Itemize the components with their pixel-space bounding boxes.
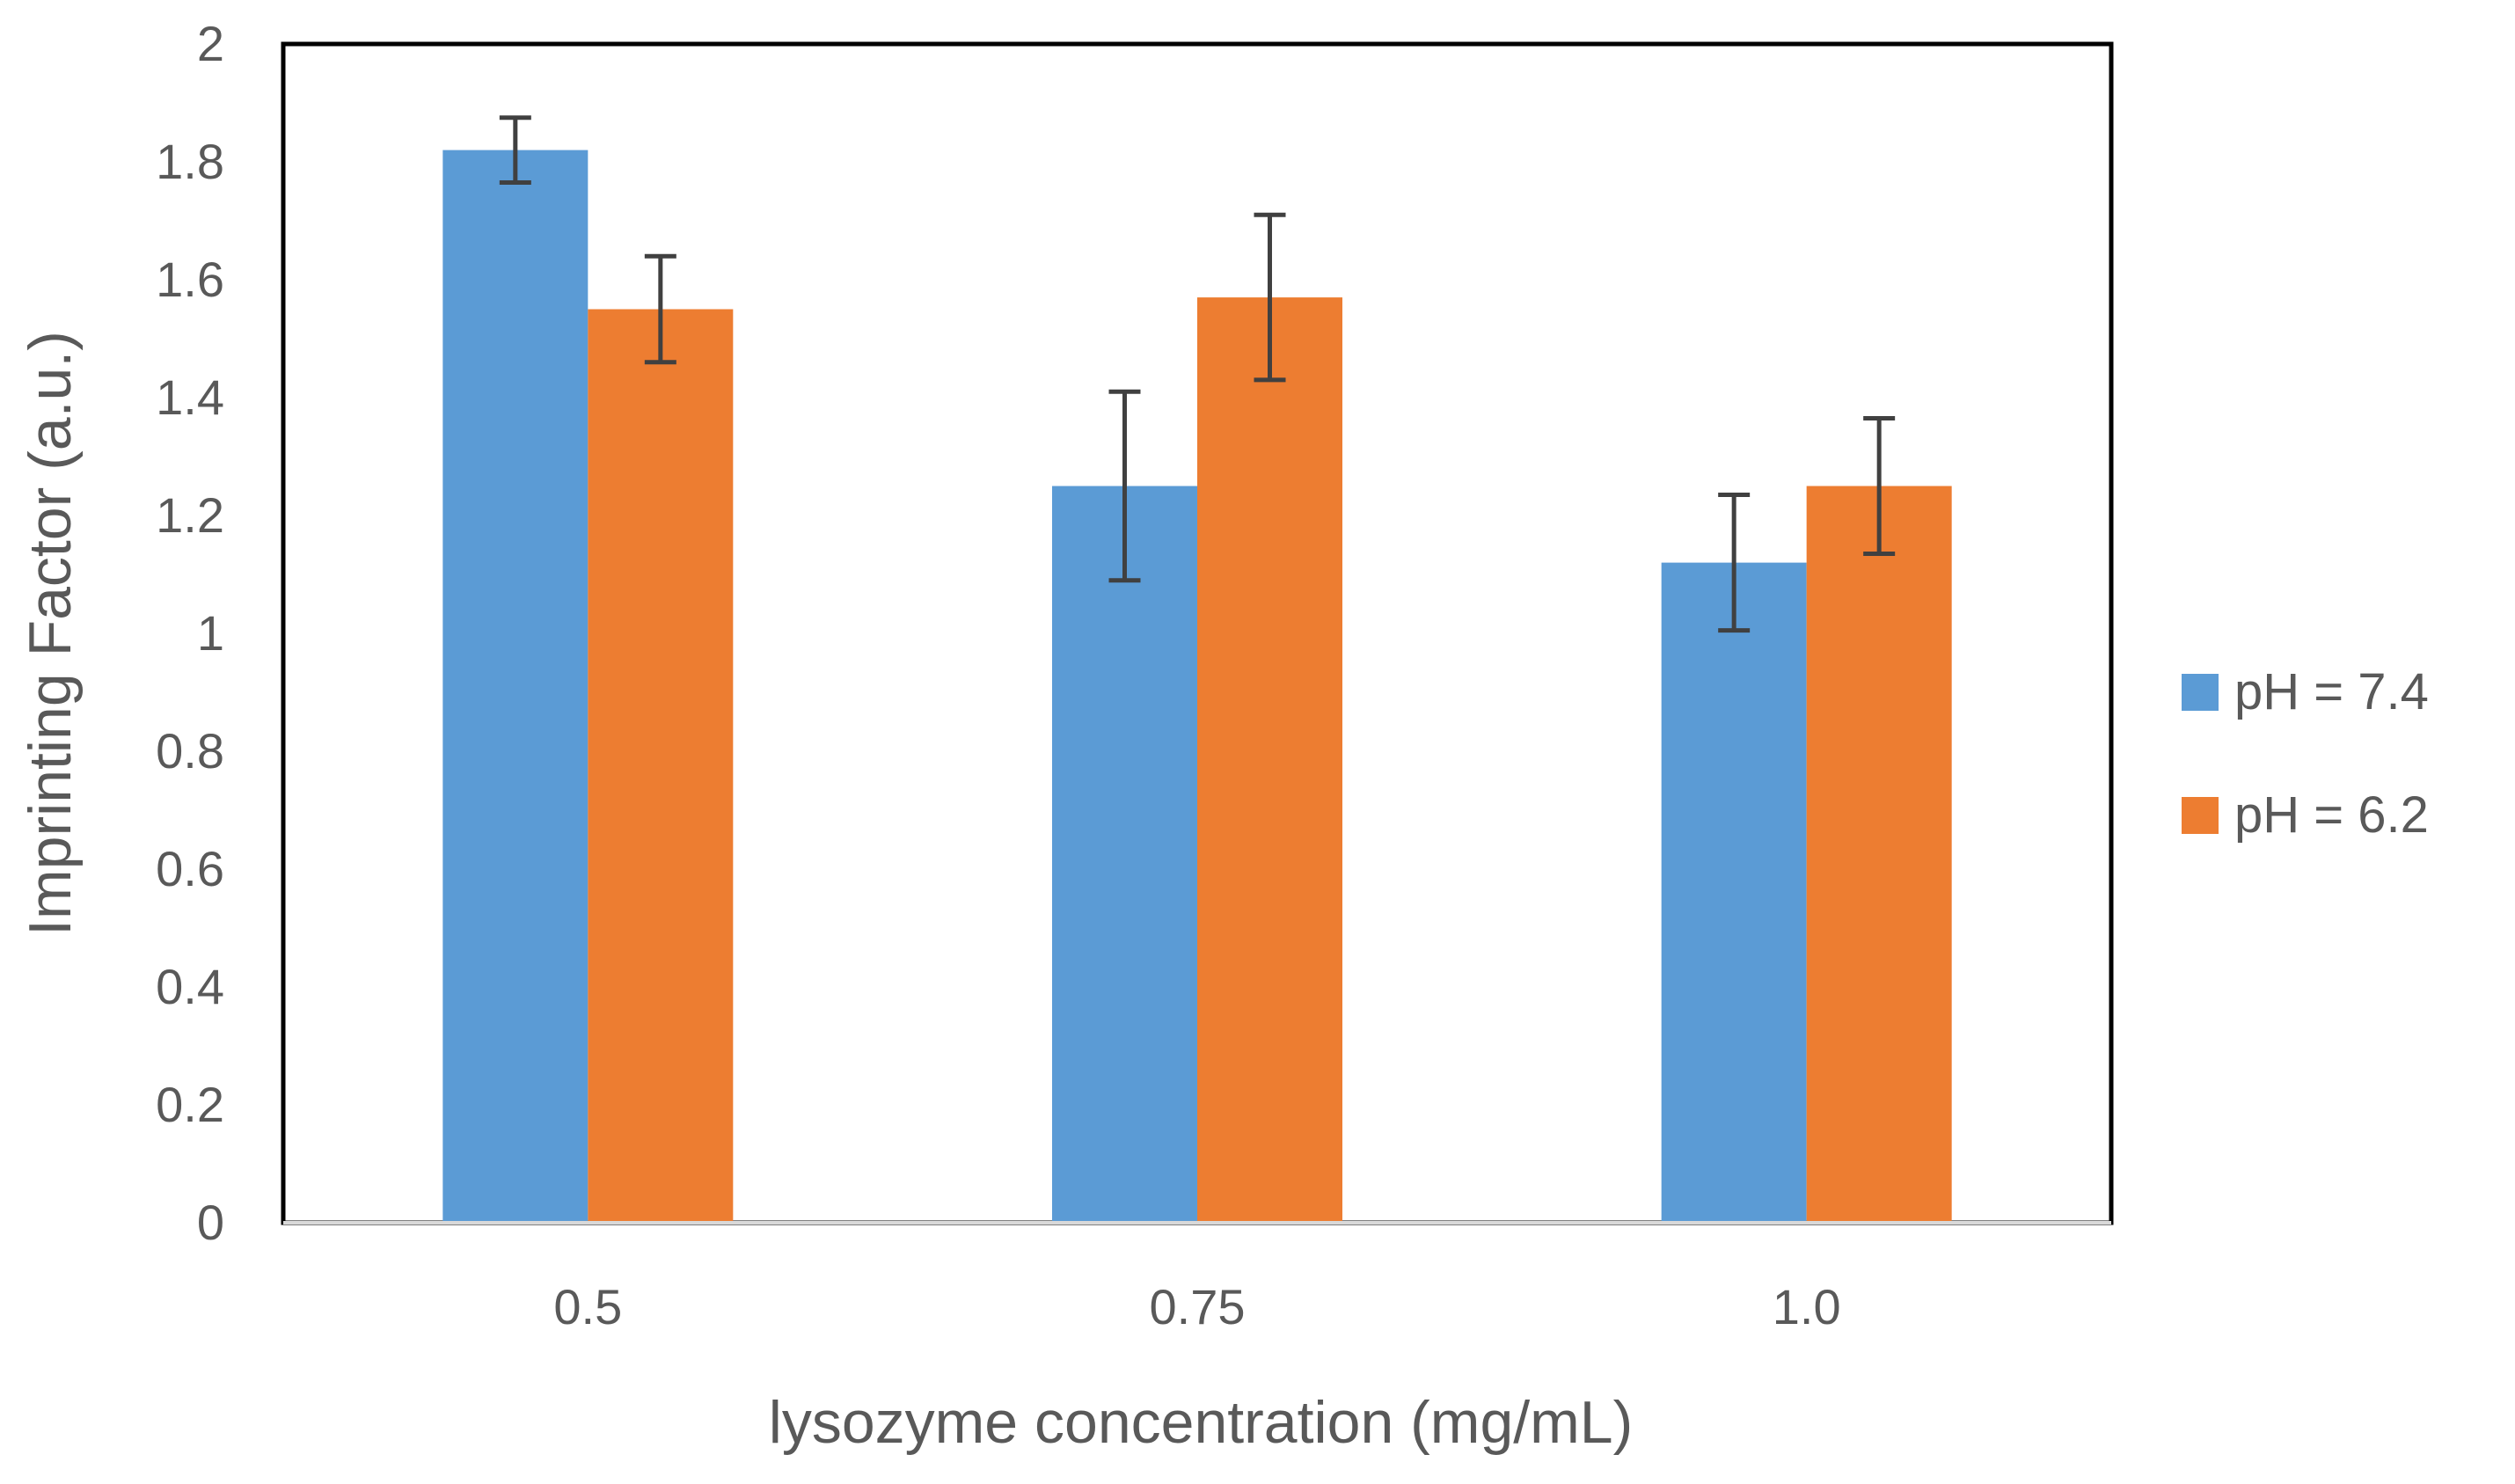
- x-tick-label: 0.5: [553, 1279, 622, 1334]
- x-tick-label: 0.75: [1150, 1279, 1246, 1334]
- y-axis-title: Imprinting Factor (a.u.): [17, 331, 84, 936]
- x-axis-title: lysozyme concentration (mg/mL): [769, 1389, 1634, 1456]
- y-tick-label: 0.2: [156, 1077, 224, 1132]
- x-axis: 0.5 0.75 1.0: [553, 1279, 1840, 1334]
- error-bar: [1108, 389, 1141, 583]
- legend: pH = 7.4 pH = 6.2: [2182, 663, 2429, 844]
- y-tick-label: 1.6: [156, 252, 224, 307]
- error-bars-layer: [499, 115, 1896, 633]
- bar-ph-6-2: [1197, 297, 1342, 1224]
- error-bar: [499, 115, 531, 185]
- y-tick-label: 1.4: [156, 369, 224, 425]
- legend-label: pH = 7.4: [2234, 663, 2429, 720]
- bar-ph-7-4: [1661, 562, 1807, 1223]
- y-tick-label: 1.8: [156, 134, 224, 189]
- legend-label: pH = 6.2: [2234, 786, 2429, 844]
- bars-layer: [442, 150, 1952, 1224]
- y-tick-label: 0.6: [156, 841, 224, 896]
- y-tick-label: 0.8: [156, 723, 224, 779]
- y-tick-label: 0.4: [156, 959, 224, 1014]
- bar-ph-7-4: [442, 150, 589, 1224]
- y-tick-label: 1.2: [156, 487, 224, 543]
- legend-item: pH = 7.4: [2182, 663, 2429, 720]
- y-tick-label: 1: [197, 605, 224, 661]
- legend-item: pH = 6.2: [2182, 786, 2429, 844]
- y-tick-label: 2: [197, 16, 224, 71]
- x-tick-label: 1.0: [1773, 1279, 1841, 1334]
- error-bar: [1863, 415, 1896, 557]
- y-tick-label: 0: [197, 1195, 224, 1250]
- error-bar: [1718, 493, 1751, 633]
- legend-swatch: [2182, 797, 2219, 834]
- bar-ph-7-4: [1052, 486, 1197, 1223]
- error-bar: [1254, 212, 1286, 383]
- bar-ph-6-2: [588, 309, 734, 1223]
- error-bar: [644, 253, 676, 365]
- legend-swatch: [2182, 674, 2219, 711]
- y-axis: 0 0.2 0.4 0.6 0.8 1 1.2 1.4 1.6 1.8 2: [156, 16, 224, 1250]
- bar-ph-6-2: [1806, 486, 1952, 1223]
